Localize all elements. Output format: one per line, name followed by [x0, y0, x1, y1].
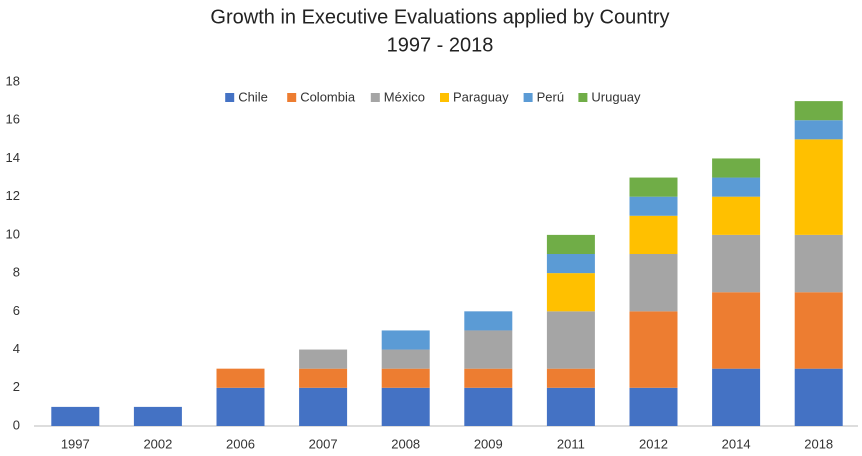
bar-segment — [381, 330, 430, 350]
legend-swatch — [225, 93, 235, 102]
bar-segment — [381, 387, 430, 426]
chart-title: Growth in Executive Evaluations applied … — [210, 6, 669, 28]
x-tick-label: 2014 — [722, 436, 751, 451]
bar-segment — [794, 292, 843, 369]
bar-segment — [51, 406, 100, 426]
chart-subtitle: 1997 - 2018 — [387, 34, 494, 56]
bar-segment — [546, 387, 595, 426]
bar-segment — [464, 368, 513, 388]
legend-label: Colombia — [300, 89, 356, 104]
bar-segment — [794, 368, 843, 426]
bar-segment — [794, 139, 843, 235]
bar-segment — [381, 368, 430, 388]
x-tick-label: 2008 — [391, 436, 420, 451]
bar-segment — [629, 196, 678, 216]
y-tick-label: 18 — [6, 73, 20, 88]
legend-swatch — [578, 93, 588, 102]
x-tick-label: 2002 — [143, 436, 172, 451]
y-tick-label: 4 — [13, 341, 20, 356]
y-tick-label: 10 — [6, 226, 20, 241]
x-tick-label: 2009 — [474, 436, 503, 451]
legend-label: Chile — [238, 89, 268, 104]
legend-label: México — [384, 89, 425, 104]
x-tick-label: 2006 — [226, 436, 255, 451]
legend-label: Uruguay — [591, 89, 641, 104]
bar-segment — [629, 177, 678, 197]
bar-segment — [546, 234, 595, 254]
bar-segment — [794, 101, 843, 121]
bar-segment — [464, 311, 513, 331]
y-tick-label: 2 — [13, 379, 20, 394]
y-tick-label: 0 — [13, 417, 20, 432]
bar-segment — [546, 273, 595, 312]
bar-segment — [794, 234, 843, 293]
y-tick-label: 8 — [13, 265, 20, 280]
bar-segment — [299, 349, 348, 369]
legend-label: Perú — [537, 89, 564, 104]
legend-swatch — [440, 93, 449, 102]
x-tick-label: 2012 — [639, 436, 668, 451]
legend-label: Paraguay — [453, 89, 509, 104]
bar-segment — [133, 406, 182, 426]
y-tick-label: 14 — [6, 150, 20, 165]
legend-swatch — [523, 93, 533, 102]
bar-segment — [712, 234, 761, 293]
bar-segment — [464, 330, 513, 369]
x-tick-label: 1997 — [61, 436, 90, 451]
bar-segment — [629, 254, 678, 312]
bar-segment — [629, 387, 678, 426]
x-tick-label: 2007 — [309, 436, 338, 451]
y-tick-label: 6 — [13, 303, 20, 318]
bar-segment — [712, 177, 761, 197]
bar-segment — [299, 387, 348, 426]
bar-segment — [381, 349, 430, 369]
bar-segment — [546, 311, 595, 369]
bar-segment — [629, 215, 678, 254]
bar-segment — [629, 311, 678, 388]
bar-segment — [712, 158, 761, 178]
bar-segment — [794, 120, 843, 140]
bar-segment — [464, 387, 513, 426]
legend-swatch — [370, 93, 380, 102]
bar-segment — [299, 368, 348, 388]
legend-swatch — [287, 93, 297, 102]
x-tick-label: 2018 — [804, 436, 833, 451]
bar-segment — [712, 292, 761, 369]
x-tick-label: 2011 — [557, 436, 585, 451]
bar-segment — [216, 368, 265, 388]
bar-segment — [712, 368, 761, 426]
y-tick-label: 16 — [6, 112, 20, 127]
bar-segment — [546, 254, 595, 274]
bar-segment — [712, 196, 761, 235]
bar-segment — [546, 368, 595, 388]
y-tick-label: 12 — [6, 188, 20, 203]
bar-segment — [216, 387, 265, 426]
